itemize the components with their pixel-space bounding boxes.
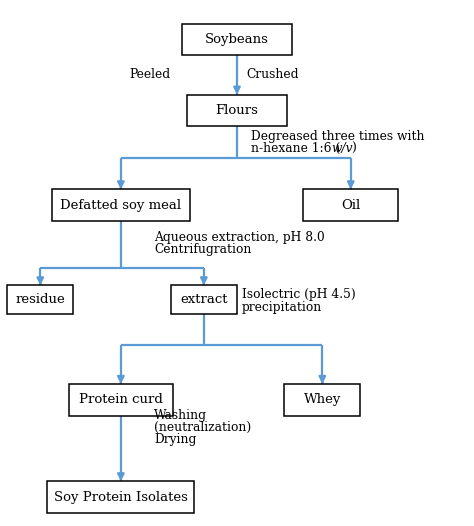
Text: Flours: Flours	[216, 104, 258, 117]
Text: Aqueous extraction, pH 8.0: Aqueous extraction, pH 8.0	[154, 231, 325, 244]
Text: Crushed: Crushed	[246, 68, 299, 81]
FancyBboxPatch shape	[187, 95, 287, 126]
FancyBboxPatch shape	[7, 285, 73, 315]
Text: residue: residue	[16, 294, 65, 306]
FancyBboxPatch shape	[69, 384, 173, 416]
Text: n-hexane 1:6 (: n-hexane 1:6 (	[251, 142, 340, 155]
FancyBboxPatch shape	[303, 189, 398, 221]
Text: Washing: Washing	[154, 409, 207, 422]
Text: Soy Protein Isolates: Soy Protein Isolates	[54, 491, 188, 503]
Text: Drying: Drying	[154, 433, 196, 446]
FancyBboxPatch shape	[182, 24, 292, 55]
Text: Protein curd: Protein curd	[79, 393, 163, 406]
FancyBboxPatch shape	[284, 384, 360, 416]
FancyBboxPatch shape	[52, 189, 190, 221]
Text: (neutralization): (neutralization)	[154, 421, 251, 434]
FancyBboxPatch shape	[171, 285, 237, 315]
Text: Whey: Whey	[304, 393, 341, 406]
Text: Degreased three times with: Degreased three times with	[251, 130, 425, 143]
FancyBboxPatch shape	[47, 481, 194, 513]
Text: ): )	[351, 142, 356, 155]
Text: Defatted soy meal: Defatted soy meal	[60, 199, 182, 211]
Text: Peeled: Peeled	[129, 68, 171, 81]
Text: precipitation: precipitation	[242, 301, 322, 313]
Text: Isolectric (pH 4.5): Isolectric (pH 4.5)	[242, 288, 356, 301]
Text: extract: extract	[180, 294, 228, 306]
Text: w/v: w/v	[331, 142, 352, 155]
Text: Soybeans: Soybeans	[205, 33, 269, 46]
Text: Oil: Oil	[341, 199, 360, 211]
Text: Centrifugration: Centrifugration	[154, 244, 251, 256]
